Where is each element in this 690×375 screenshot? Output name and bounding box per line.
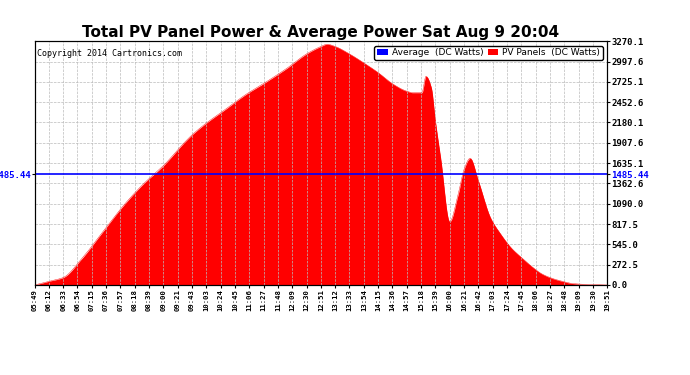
Title: Total PV Panel Power & Average Power Sat Aug 9 20:04: Total PV Panel Power & Average Power Sat…	[82, 25, 560, 40]
Legend: Average  (DC Watts), PV Panels  (DC Watts): Average (DC Watts), PV Panels (DC Watts)	[375, 46, 602, 60]
Text: Copyright 2014 Cartronics.com: Copyright 2014 Cartronics.com	[37, 49, 182, 58]
